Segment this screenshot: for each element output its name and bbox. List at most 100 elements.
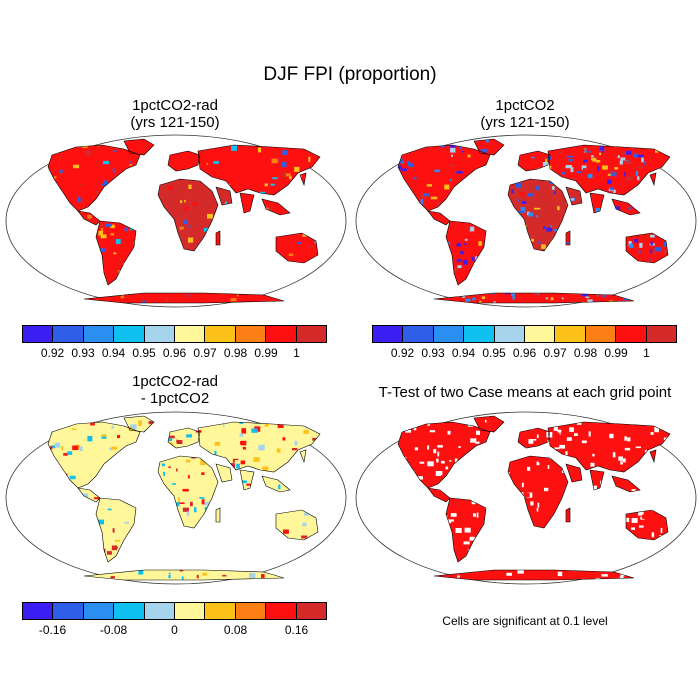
land-arabia xyxy=(566,187,582,205)
coastline-arabia xyxy=(565,463,583,483)
coastline-asia xyxy=(197,421,321,473)
colorbar-tick-label: 0.92 xyxy=(40,346,65,360)
map-ttest xyxy=(355,411,697,585)
colorbar-diff-ticks: -0.16 -0.08 0 0.08 0.16 xyxy=(22,623,327,639)
coastline-southeast-asia xyxy=(261,198,291,216)
colorbar-co2 xyxy=(372,325,677,343)
land-australia xyxy=(626,510,668,540)
land-europe xyxy=(518,428,550,448)
land-arabia xyxy=(216,187,232,205)
coastline-madagascar xyxy=(565,230,571,246)
coastline-asia xyxy=(197,144,321,196)
colorbar-tick-label: 0.95 xyxy=(482,346,506,360)
land-north-america xyxy=(48,145,140,211)
colorbar-tick-label: 0.98 xyxy=(223,346,248,360)
colorbar-tick-label: 0.97 xyxy=(193,346,217,360)
coastline-europe xyxy=(167,427,201,449)
coastline-north-america xyxy=(47,144,141,212)
coastline-australia xyxy=(625,509,669,541)
colorbar-tick-label: 0.08 xyxy=(223,623,248,637)
land-north-america xyxy=(48,422,140,488)
colorbar-swatch xyxy=(23,603,54,619)
coastline-asia xyxy=(547,144,671,196)
coastline-antarctica xyxy=(433,569,635,581)
land-antarctica xyxy=(84,570,284,580)
coastline-south-america xyxy=(445,497,487,563)
panel-title-co2-line2: (yrs 121-150) xyxy=(480,114,570,131)
coastline-madagascar xyxy=(565,507,571,523)
colorbar-tick-label: 0.99 xyxy=(604,346,628,360)
panel-title-diff: 1pctCO2-rad - 1pctCO2 xyxy=(30,373,320,407)
colorbar-swatch xyxy=(83,603,115,619)
coastline-antarctica xyxy=(83,569,285,581)
coastline-southeast-asia xyxy=(611,198,641,216)
land-europe xyxy=(518,151,550,171)
colorbar-swatch xyxy=(144,603,176,619)
colorbar-swatch xyxy=(373,326,404,342)
coastline-india xyxy=(589,192,605,214)
coastline-madagascar xyxy=(215,230,221,246)
colorbar-tick-label: 0.99 xyxy=(254,346,278,360)
coastline-southeast-asia xyxy=(611,475,641,493)
colorbar-tick-label: 0.97 xyxy=(543,346,567,360)
colorbar-swatch xyxy=(114,326,145,342)
land-europe xyxy=(168,151,200,171)
colorbar-swatch xyxy=(114,603,145,619)
colorbar-co2-ticks: 0.92 0.93 0.94 0.95 0.96 0.97 0.98 0.99 1 xyxy=(372,346,677,362)
land-australia xyxy=(276,233,318,263)
colorbar-swatch xyxy=(144,326,176,342)
land-central-america xyxy=(428,211,450,225)
coastline-arabia xyxy=(565,186,583,206)
colorbar-tick-label: 0.94 xyxy=(101,346,126,360)
coastline-japan xyxy=(649,172,657,187)
colorbar-tick-label: 0.92 xyxy=(390,346,415,360)
colorbar-tick-label: 0.96 xyxy=(162,346,187,360)
coastline-arabia xyxy=(215,463,233,483)
colorbar-diff xyxy=(22,602,327,620)
map-co2 xyxy=(355,134,697,308)
panel-title-rad: 1pctCO2-rad (yrs 121-150) xyxy=(30,97,320,131)
coastline-india xyxy=(589,469,605,491)
colorbar-tick-label: 0.98 xyxy=(573,346,598,360)
coastline-north-america xyxy=(397,421,491,489)
colorbar-swatch xyxy=(53,603,84,619)
coastline-australia xyxy=(275,509,319,541)
colorbar-tick-label: 0.16 xyxy=(284,623,309,637)
colorbar-tick-label: 1 xyxy=(643,346,650,360)
panel-title-co2: 1pctCO2 (yrs 121-150) xyxy=(380,97,670,131)
colorbar-tick-label: 0 xyxy=(171,623,178,637)
land-arabia xyxy=(566,464,582,482)
coastline-europe xyxy=(517,427,551,449)
significance-note: Cells are significant at 0.1 level xyxy=(442,614,608,628)
land-africa xyxy=(508,179,568,251)
coastline-africa xyxy=(157,178,219,252)
panel-title-rad-line1: 1pctCO2-rad xyxy=(132,97,218,114)
coastline-southeast-asia xyxy=(261,475,291,493)
colorbar-swatch xyxy=(53,326,84,342)
colorbar-swatch xyxy=(175,603,206,619)
map-diff xyxy=(5,411,347,585)
colorbar-swatch xyxy=(205,326,236,342)
land-central-america xyxy=(428,488,450,502)
colorbar-swatch xyxy=(464,326,495,342)
land-europe xyxy=(168,428,200,448)
land-madagascar xyxy=(216,231,220,245)
coastline-south-america xyxy=(445,220,487,286)
colorbar-swatch xyxy=(296,603,327,619)
coastline-central-america xyxy=(427,487,451,503)
coastline-africa xyxy=(507,178,569,252)
panel-title-co2-line1: 1pctCO2 xyxy=(495,97,555,114)
coastline-japan xyxy=(299,172,307,187)
colorbar-swatch xyxy=(616,326,647,342)
coastline-europe xyxy=(167,150,201,172)
coastline-central-america xyxy=(77,487,101,503)
panel-title-diff-line1: 1pctCO2-rad xyxy=(132,373,218,390)
colorbar-tick-label: -0.16 xyxy=(38,623,67,637)
colorbar-tick-label: 0.95 xyxy=(132,346,156,360)
land-asia xyxy=(548,145,670,195)
coastline-japan xyxy=(649,449,657,464)
land-madagascar xyxy=(216,508,220,522)
colorbar-swatch xyxy=(83,326,115,342)
land-southeast-asia xyxy=(612,199,640,215)
land-southeast-asia xyxy=(262,199,290,215)
